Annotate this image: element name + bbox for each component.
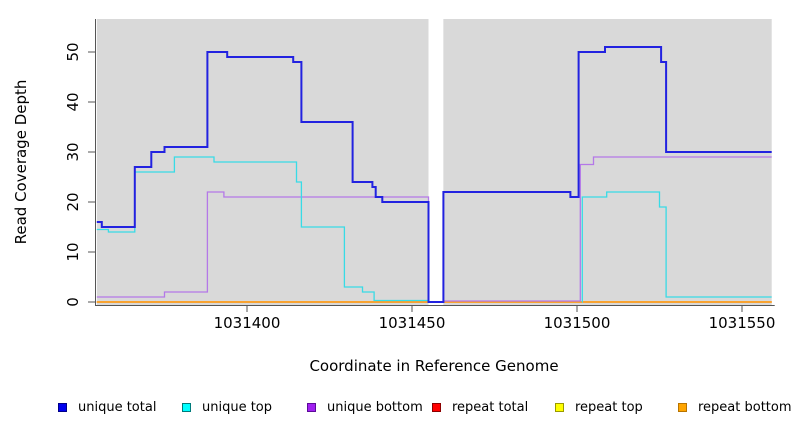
y-tick-label: 40	[64, 92, 82, 111]
series-unique-bottom	[96, 191, 430, 302]
series-unique-total	[96, 46, 772, 303]
legend-item-unique-total: unique total	[58, 399, 157, 415]
repeat-top-swatch-icon	[555, 402, 564, 412]
legend-item-repeat-top: repeat top	[555, 399, 643, 415]
x-axis-title: Coordinate in Reference Genome	[309, 357, 559, 375]
legend-label: unique bottom	[327, 399, 423, 415]
repeat-bottom-swatch-icon	[678, 402, 687, 412]
unique-bottom-swatch-icon	[307, 402, 316, 412]
legend-label: repeat bottom	[698, 399, 792, 415]
legend-item-unique-top: unique top	[182, 399, 273, 415]
x-tick-label: 1031550	[709, 314, 776, 332]
y-tick-label: 10	[64, 242, 82, 261]
unique-top-swatch-icon	[182, 402, 191, 412]
repeat-total-swatch-icon	[432, 402, 441, 412]
series-unique-top	[581, 191, 772, 303]
legend-item-unique-bottom: unique bottom	[307, 399, 423, 415]
legend-label: unique top	[202, 399, 273, 415]
unique-total-swatch-icon	[58, 402, 67, 412]
y-tick-label: 20	[64, 192, 82, 211]
y-tick-label: 30	[64, 142, 82, 161]
legend-label: unique total	[78, 399, 157, 415]
x-tick-label: 1031400	[214, 314, 281, 332]
panel-background	[443, 19, 772, 305]
y-axis-title: Read Coverage Depth	[12, 79, 30, 245]
plot-area: 1031400 1031450 1031500 1031550 0 10 20 30 40 50	[64, 19, 776, 332]
legend-item-repeat-bottom: repeat bottom	[678, 399, 792, 415]
y-tick-label: 0	[64, 297, 82, 307]
y-tick-label: 50	[64, 42, 82, 61]
legend-label: repeat top	[575, 399, 643, 415]
legend-item-repeat-total: repeat total	[432, 399, 529, 415]
series-unique-bottom	[443, 156, 772, 302]
legend-label: repeat total	[452, 399, 529, 415]
x-tick-label: 1031500	[544, 314, 611, 332]
x-tick-label: 1031450	[379, 314, 446, 332]
